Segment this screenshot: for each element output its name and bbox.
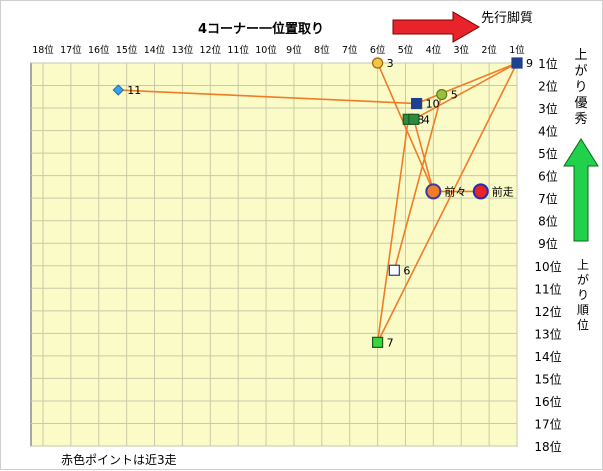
y-tick-label: 17位 — [534, 416, 561, 431]
y-tick-label: 16位 — [534, 394, 561, 409]
forward-arrow-icon — [392, 11, 481, 43]
x-tick-label: 9位 — [286, 44, 302, 56]
y-tick-label: 18位 — [534, 439, 561, 454]
y-tick-label: 4位 — [538, 124, 558, 139]
connector-line — [118, 89, 417, 105]
x-tick-label: 6位 — [370, 44, 386, 56]
data-point-label: 5 — [451, 89, 458, 102]
grid-lines — [31, 62, 518, 447]
up-arrow-icon — [563, 138, 599, 242]
y-axis-bottom-label: 上がり順位 — [577, 258, 589, 332]
x-tick-label: 7位 — [342, 44, 358, 56]
svg-text:上がり優秀: 上がり優秀 — [574, 48, 587, 127]
y-tick-label: 12位 — [534, 304, 561, 319]
x-tick-label: 18位 — [32, 44, 54, 56]
connector-line — [413, 62, 518, 121]
connector-line — [413, 119, 435, 192]
y-tick-labels: 1位 2位 3位 4位 5位 6位 7位 8位 9位 10位 11位 12位 13位 14位 15位 16位 1… — [534, 56, 561, 454]
x-tick-label: 5位 — [398, 44, 414, 56]
chart-title: 4コーナー一位置取り — [198, 21, 324, 37]
x-tick-label: 2位 — [481, 44, 497, 56]
y-tick-label: 13位 — [534, 326, 561, 341]
y-tick-label: 1位 — [538, 56, 558, 71]
connector-line — [393, 94, 443, 271]
x-axis-top-label: 先行脚質 — [481, 10, 533, 26]
connector-line — [376, 62, 518, 343]
data-point — [371, 57, 384, 69]
data-point-label: 8 — [417, 113, 424, 126]
data-point — [511, 57, 523, 69]
y-tick-label: 8位 — [538, 214, 558, 229]
data-point-label: 11 — [127, 84, 141, 97]
data-point — [388, 264, 400, 276]
footnote: 赤色ポイントは近3走 — [61, 453, 177, 467]
x-tick-label: 17位 — [60, 44, 82, 56]
data-point-label: 3 — [387, 57, 394, 70]
y-tick-label: 7位 — [538, 191, 558, 206]
data-point — [436, 88, 448, 101]
connector-line — [416, 62, 518, 105]
connector-line — [376, 119, 410, 343]
y-tick-label: 5位 — [538, 146, 558, 161]
x-tick-label: 10位 — [255, 44, 277, 56]
x-tick-label: 8位 — [314, 44, 330, 56]
data-point-label: 前々 — [444, 184, 466, 198]
x-tick-label: 12位 — [199, 44, 221, 56]
y-tick-label: 15位 — [534, 371, 561, 386]
x-tick-label: 1位 — [509, 44, 525, 56]
x-tick-label: 14位 — [144, 44, 166, 56]
svg-text:上がり順位: 上がり順位 — [577, 258, 589, 332]
data-point-label: 前走 — [492, 184, 514, 198]
x-tick-label: 3位 — [453, 44, 469, 56]
x-tick-label: 16位 — [88, 44, 110, 56]
y-tick-label: 3位 — [538, 101, 558, 116]
x-tick-label: 11位 — [227, 44, 249, 56]
data-point — [425, 183, 442, 200]
data-point-label: 10 — [426, 98, 440, 111]
data-point — [112, 84, 124, 96]
data-point-label: 7 — [387, 336, 394, 349]
connector-line — [376, 62, 435, 192]
y-tick-label: 2位 — [538, 79, 558, 94]
y-tick-label: 6位 — [538, 169, 558, 184]
y-tick-label: 9位 — [538, 236, 558, 251]
x-tick-label: 13位 — [172, 44, 194, 56]
x-tick-label: 15位 — [116, 44, 138, 56]
connector-lines — [118, 62, 518, 343]
plot-area — [30, 62, 518, 447]
y-tick-label: 11位 — [534, 281, 561, 296]
data-point-label: 9 — [526, 57, 533, 70]
data-point — [371, 336, 384, 348]
x-tick-labels: 18位 17位 16位 15位 14位 13位 12位 11位 10位 9位 8位 7位 6位 5位 4位 3… — [32, 44, 525, 56]
x-tick-label: 4位 — [426, 44, 442, 56]
y-tick-label: 14位 — [534, 349, 561, 364]
data-point — [408, 113, 420, 125]
y-tick-label: 10位 — [534, 259, 561, 274]
data-point — [472, 183, 489, 200]
data-point-label: 4 — [423, 113, 430, 126]
data-point — [411, 97, 423, 110]
y-axis-top-label: 上がり優秀 — [574, 48, 587, 127]
data-point-label: 6 — [403, 264, 410, 277]
